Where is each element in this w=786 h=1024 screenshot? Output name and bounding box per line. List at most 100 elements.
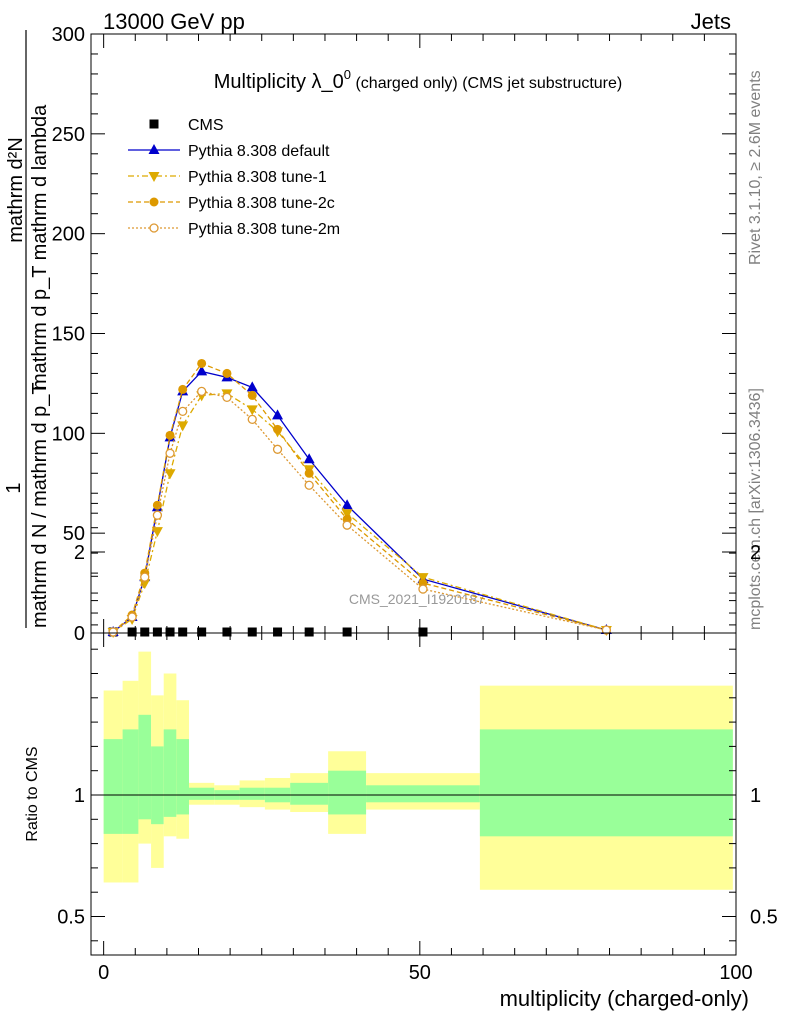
ratio-band-inner	[366, 785, 480, 803]
ratio-ytick-label: 0.5	[57, 907, 85, 929]
data-point	[272, 444, 283, 454]
legend-entry-1: Pythia 8.308 default	[128, 143, 330, 160]
data-point	[164, 469, 176, 480]
legend-label: Pythia 8.308 tune-2m	[188, 221, 340, 238]
data-point	[342, 627, 352, 637]
legend-marker	[148, 144, 160, 154]
ratio-band-inner	[176, 739, 190, 815]
ratio-xtick-label: 0	[98, 962, 109, 984]
ratio-band-inner	[290, 782, 329, 805]
svg-text:Multiplicity λ_00 (charged onl: Multiplicity λ_00 (charged only) (CMS je…	[214, 67, 622, 93]
data-point	[246, 381, 258, 392]
title-sup: 0	[344, 67, 351, 82]
data-point	[273, 424, 283, 434]
ratio-band-inner	[239, 787, 265, 800]
series-line	[112, 362, 607, 633]
data-point	[197, 358, 207, 368]
data-point	[178, 384, 188, 394]
series-4	[108, 386, 612, 637]
legend-label: CMS	[188, 117, 224, 134]
title-sub: (charged only) (CMS jet substructure)	[351, 75, 622, 92]
ratio-ytick-label-right: 0.5	[750, 907, 778, 929]
ytick-label: 100	[52, 423, 85, 445]
mcplots-label: mcplots.cern.ch [arXiv:1306.3436]	[747, 388, 764, 630]
ratio-band-inner	[163, 729, 177, 817]
data-point	[178, 627, 188, 637]
ylabel-line2: mathrm d p_T mathrm d lambda	[29, 104, 51, 390]
ratio-xtick-label: 100	[719, 962, 752, 984]
legend-entry-2: Pythia 8.308 tune-1	[128, 169, 327, 186]
ratio-band-inner	[103, 739, 123, 834]
legend-marker	[149, 119, 159, 129]
ylabel-prefix-den: mathrm d N / mathrm d p_T	[29, 382, 51, 628]
data-point	[222, 627, 232, 637]
series-0	[108, 627, 428, 637]
ratio-ylabel: Ratio to CMS	[24, 746, 41, 841]
data-point	[246, 405, 258, 416]
data-point	[165, 627, 175, 637]
main-ylabel: 1 mathrm d N / mathrm d p_T mathrm d²N m…	[3, 30, 51, 628]
data-point	[178, 406, 188, 417]
rivet-label: Rivet 3.1.10, ≥ 2.6M events	[747, 70, 764, 265]
data-point	[177, 421, 189, 432]
data-point	[304, 468, 314, 478]
ytick-label: 200	[52, 224, 85, 246]
ytick-label: 300	[52, 24, 85, 46]
data-point	[108, 627, 118, 637]
ratio-ytick-label-right: 1	[750, 785, 761, 807]
header-left: 13000 GeV pp	[103, 9, 245, 34]
data-point	[418, 584, 428, 594]
data-point	[140, 627, 150, 637]
legend-marker	[149, 223, 159, 233]
header-right: Jets	[691, 9, 731, 34]
data-point	[273, 627, 283, 637]
data-point	[222, 392, 232, 403]
data-point	[272, 409, 284, 420]
data-point	[304, 627, 314, 637]
data-point	[222, 368, 232, 378]
data-point	[152, 510, 163, 520]
legend-entry-3: Pythia 8.308 tune-2c	[128, 195, 335, 212]
data-point	[341, 499, 353, 510]
data-point	[140, 572, 150, 582]
ytick-label: 50	[63, 523, 85, 545]
ratio-ytick-label: 2	[74, 542, 85, 564]
ratio-band-inner	[189, 787, 215, 800]
ratio-band-inner	[479, 729, 733, 837]
data-point	[247, 414, 257, 425]
ratio-axis-ticks	[91, 502, 737, 955]
data-point	[152, 627, 162, 637]
data-point	[152, 500, 162, 510]
data-point	[197, 386, 207, 397]
legend-label: Pythia 8.308 tune-1	[188, 169, 327, 186]
ytick-label: 150	[52, 324, 85, 346]
ratio-plot-frame	[90, 632, 737, 956]
data-point	[127, 627, 137, 637]
ylabel-prefix-num: 1	[3, 482, 25, 493]
ytick-label: 0	[74, 623, 85, 645]
main-title: Multiplicity λ_00 (charged only) (CMS je…	[214, 67, 622, 93]
ratio-ytick-labels: 0.5 0.5 1 1 2 2	[57, 542, 778, 929]
main-axis-ticks	[91, 33, 737, 634]
legend-marker	[148, 172, 160, 182]
data-point	[342, 520, 352, 530]
ratio-band-inner	[138, 714, 152, 820]
data-point	[151, 527, 163, 538]
legend-label: Pythia 8.308 default	[188, 143, 330, 160]
main-ytick-labels: 0 50 100 150 200 250 300	[52, 24, 85, 645]
data-point	[303, 453, 315, 464]
series-line	[112, 390, 607, 633]
ytick-label: 250	[52, 124, 85, 146]
ylabel-line1: mathrm d²N	[5, 137, 27, 243]
data-point	[127, 612, 137, 622]
data-point	[247, 627, 257, 637]
data-point	[196, 365, 208, 376]
ratio-ytick-label: 1	[74, 785, 85, 807]
ratio-ytick-label-right: 2	[750, 542, 761, 564]
data-point	[247, 390, 257, 400]
data-point	[165, 430, 175, 440]
ratio-band-inner	[328, 770, 367, 815]
data-point	[417, 573, 429, 584]
series-layer	[107, 358, 612, 639]
